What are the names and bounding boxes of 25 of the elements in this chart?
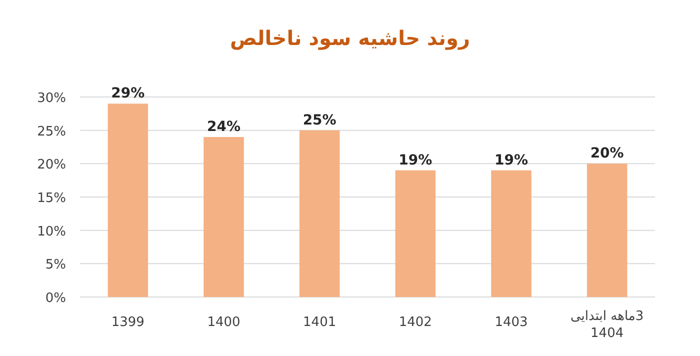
y-tick-label: 0% xyxy=(45,291,66,306)
bar xyxy=(108,104,148,297)
bar xyxy=(586,164,628,297)
y-tick-label: 15% xyxy=(37,191,66,206)
bar xyxy=(395,170,436,297)
chart-title: روند حاشیه سود ناخالص xyxy=(230,26,470,50)
y-tick-label: 10% xyxy=(37,224,66,240)
y-tick-label: 30% xyxy=(37,91,66,106)
data-label: 24% xyxy=(206,119,241,135)
x-tick-label: 1401 xyxy=(303,315,336,330)
data-label: 19% xyxy=(398,152,432,168)
data-label: 19% xyxy=(494,152,528,168)
y-tick-label: 5% xyxy=(45,258,66,273)
y-tick-label: 20% xyxy=(37,158,66,173)
x-tick-label: 1402 xyxy=(398,315,432,330)
x-tick-label: 1399 xyxy=(111,315,144,330)
data-label: 25% xyxy=(302,112,336,128)
bar xyxy=(299,130,340,297)
bar xyxy=(204,137,244,297)
data-label: 20% xyxy=(590,146,624,162)
x-tick-label: 1403 xyxy=(494,315,528,330)
x-tick-label: 1400 xyxy=(207,315,240,330)
y-tick-label: 25% xyxy=(37,124,66,140)
bar xyxy=(491,170,532,297)
data-label: 29% xyxy=(111,86,145,102)
